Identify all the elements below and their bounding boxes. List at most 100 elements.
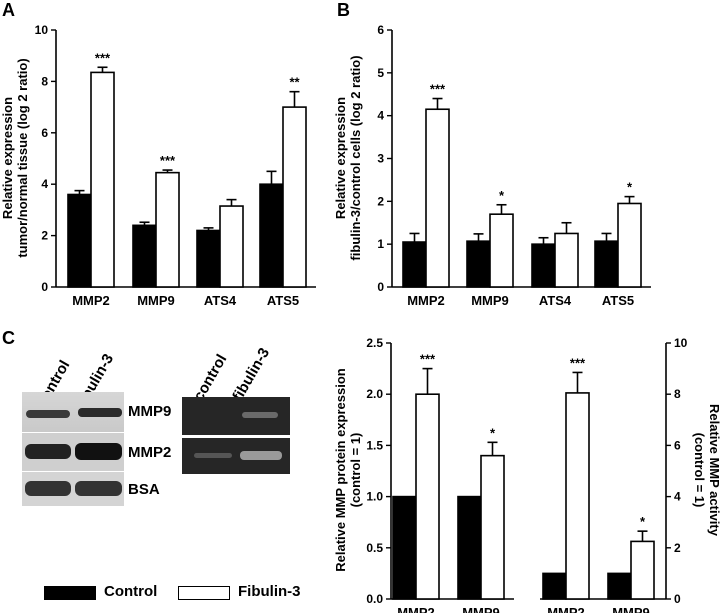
zymo-gel-upper xyxy=(182,397,290,435)
bar-c-activity-fibulin xyxy=(565,392,590,600)
wb-band xyxy=(25,444,71,459)
wb-band xyxy=(75,443,122,460)
legend-swatch-control xyxy=(44,586,96,600)
y-tick-label-b: 6 xyxy=(377,23,384,37)
bar-a-control xyxy=(196,229,221,288)
wb-band xyxy=(75,481,122,496)
bar-c-activity-control xyxy=(607,572,632,600)
wb-blot-mmp9 xyxy=(22,392,124,432)
significance-label-a: ** xyxy=(289,75,300,90)
y-tick-label-c-activity: 0 xyxy=(674,592,681,606)
y-tick-label-c-activity: 10 xyxy=(674,336,688,350)
significance-label-a: *** xyxy=(95,50,111,65)
y-axis-label-c-activity: Relative MMP activity(control = 1) xyxy=(692,404,720,537)
y-axis-label-b: Relative expressionfibulin-3/control cel… xyxy=(333,55,363,260)
bar-b-control xyxy=(594,240,619,288)
significance-label-c-activity: * xyxy=(640,514,646,529)
category-label-b: ATS5 xyxy=(602,293,634,308)
zymo-band xyxy=(240,451,282,460)
significance-label-b: *** xyxy=(430,82,446,97)
category-label-a: MMP9 xyxy=(137,293,175,308)
bar-a-fibulin xyxy=(282,106,307,288)
legend-swatch-fibulin xyxy=(178,586,230,600)
bar-b-fibulin xyxy=(425,108,450,288)
y-axis-label-line: Relative MMP activity xyxy=(707,404,720,537)
y-tick-label-c-protein: 1.5 xyxy=(366,438,383,452)
y-axis-label-line: (control = 1) xyxy=(692,433,707,508)
panel-label-a: A xyxy=(2,0,15,20)
bar-b-fibulin xyxy=(489,213,514,288)
significance-label-c-protein: *** xyxy=(420,352,436,367)
significance-label-a: *** xyxy=(160,153,176,168)
bar-b-control xyxy=(466,240,491,288)
category-label-b: ATS4 xyxy=(539,293,572,308)
y-tick-label-c-activity: 6 xyxy=(674,438,681,452)
y-tick-label-a: 2 xyxy=(41,229,48,243)
significance-label-b: * xyxy=(627,180,633,195)
y-tick-label-a: 6 xyxy=(41,126,48,140)
y-tick-label-c-protein: 0.5 xyxy=(366,541,383,555)
wb-band xyxy=(26,410,70,418)
bar-a-fibulin xyxy=(219,205,244,288)
zymo-gel-lower xyxy=(182,438,290,474)
y-tick-label-c-activity: 8 xyxy=(674,387,681,401)
y-tick-label-c-protein: 1.0 xyxy=(366,490,383,504)
bar-a-fibulin xyxy=(90,71,115,288)
significance-label-c-activity: *** xyxy=(570,355,586,370)
bar-b-control xyxy=(402,241,427,288)
significance-label-b: * xyxy=(499,188,505,203)
y-axis-label-line: Relative expression xyxy=(0,97,15,219)
legend: Control Fibulin-3 xyxy=(44,583,334,603)
bar-c-protein-control xyxy=(457,495,482,600)
y-axis-label-line: (control = 1) xyxy=(348,433,363,508)
panel-label-b: B xyxy=(337,0,350,20)
bar-a-fibulin xyxy=(155,171,180,288)
y-tick-label-c-protein: 2.5 xyxy=(366,336,383,350)
bar-b-fibulin xyxy=(617,202,642,288)
y-axis-label-line: Relative expression xyxy=(333,97,348,219)
legend-label-control: Control xyxy=(104,583,158,600)
wb-band-label-mmp9: MMP9 xyxy=(128,403,172,420)
category-label-c-activity: MMP9 xyxy=(612,605,650,613)
legend-label-fibulin: Fibulin-3 xyxy=(238,583,301,600)
bar-a-control xyxy=(67,193,92,288)
y-tick-label-b: 4 xyxy=(377,109,384,123)
y-tick-label-a: 0 xyxy=(41,280,48,294)
y-tick-label-c-protein: 0.0 xyxy=(366,592,383,606)
y-tick-label-c-activity: 4 xyxy=(674,490,681,504)
category-label-c-protein: MMP2 xyxy=(397,605,435,613)
category-label-c-activity: MMP2 xyxy=(547,605,585,613)
y-tick-label-b: 3 xyxy=(377,152,384,166)
bar-c-activity-fibulin xyxy=(630,540,655,600)
y-tick-label-b: 2 xyxy=(377,194,384,208)
y-axis-label-c-protein: Relative MMP protein expression(control … xyxy=(333,368,363,572)
bar-b-control xyxy=(531,243,556,288)
bar-a-control xyxy=(259,183,284,288)
category-label-a: MMP2 xyxy=(72,293,110,308)
y-axis-label-line: fibulin-3/control cells (log 2 ratio) xyxy=(348,55,363,260)
wb-band-label-bsa: BSA xyxy=(128,481,160,498)
y-tick-label-b: 1 xyxy=(377,237,384,251)
wb-band-label-mmp2: MMP2 xyxy=(128,444,172,461)
bar-c-activity-control xyxy=(542,572,567,600)
y-tick-label-b: 0 xyxy=(377,280,384,294)
zymo-band xyxy=(242,412,278,418)
bar-b-fibulin xyxy=(554,232,579,288)
wb-blot-bsa xyxy=(22,472,124,506)
category-label-a: ATS5 xyxy=(267,293,299,308)
bar-c-protein-fibulin xyxy=(480,454,505,600)
y-tick-label-a: 10 xyxy=(35,23,49,37)
y-axis-label-line: tumor/normal tissue (log 2 ratio) xyxy=(15,58,30,257)
significance-label-c-protein: * xyxy=(490,425,496,440)
y-tick-label-b: 5 xyxy=(377,66,384,80)
category-label-c-protein: MMP9 xyxy=(462,605,500,613)
y-axis-label-a: Relative expressiontumor/normal tissue (… xyxy=(0,58,30,257)
y-tick-label-c-protein: 2.0 xyxy=(366,387,383,401)
panel-label-c: C xyxy=(2,328,15,348)
y-tick-label-a: 4 xyxy=(41,177,48,191)
wb-band xyxy=(78,408,122,417)
category-label-a: ATS4 xyxy=(204,293,237,308)
y-tick-label-a: 8 xyxy=(41,74,48,88)
